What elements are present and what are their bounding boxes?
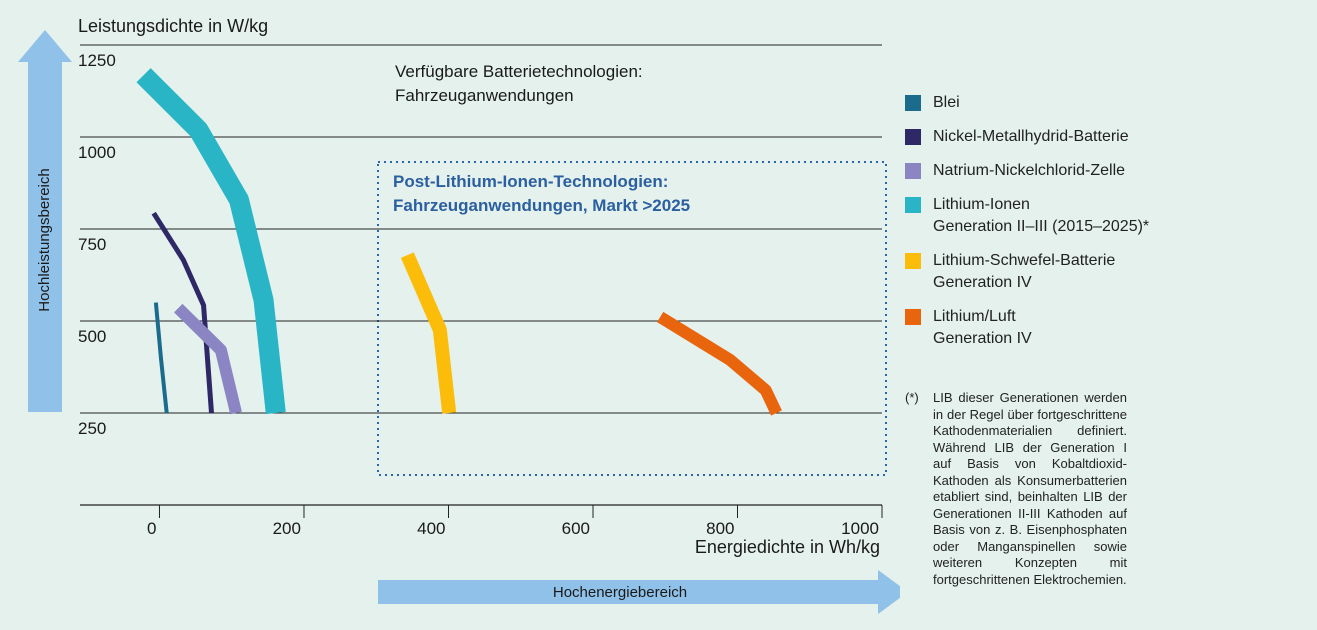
footnote-marker: (*) <box>905 390 919 405</box>
legend-label: Natrium-Nickelchlorid-Zelle <box>933 162 1126 179</box>
legend-label: Lithium/Luft Generation IV <box>933 308 1032 347</box>
legend-item: Nickel-Metallhydrid-Batterie <box>905 126 1305 148</box>
x-arrow-label: Hochenergiebereich <box>553 584 687 601</box>
legend-swatch <box>905 197 921 213</box>
y-tick-label: 1250 <box>78 51 116 70</box>
x-tick-label: 400 <box>417 519 445 538</box>
series-line <box>174 303 242 415</box>
annotation: Fahrzeuganwendungen <box>395 86 574 105</box>
y-tick-label: 750 <box>78 235 106 254</box>
x-tick-label: 200 <box>273 519 301 538</box>
legend-item: Blei <box>905 92 1305 114</box>
footnote-text: LIB dieser Generationen werden in der Re… <box>933 390 1127 587</box>
series-line <box>136 68 286 415</box>
legend-swatch <box>905 163 921 179</box>
x-tick-label: 1000 <box>841 519 879 538</box>
legend: Blei Nickel-Metallhydrid-Batterie Natrium-… <box>905 92 1305 362</box>
legend-swatch <box>905 253 921 269</box>
legend-label: Lithium-Schwefel-Batterie Generation IV <box>933 252 1116 291</box>
legend-label: Lithium-Ionen Generation II–III (2015–20… <box>933 196 1150 235</box>
series-line <box>153 302 169 414</box>
legend-label: Blei <box>933 94 960 111</box>
legend-swatch <box>905 95 921 111</box>
x-axis-label: Energiedichte in Wh/kg <box>695 537 880 557</box>
x-tick-label: 600 <box>562 519 590 538</box>
series-line <box>151 211 214 414</box>
legend-swatch <box>905 129 921 145</box>
y-axis-label: Leistungsdichte in W/kg <box>78 16 268 36</box>
legend-item: Lithium/Luft Generation IV <box>905 306 1305 350</box>
y-tick-label: 250 <box>78 419 106 438</box>
series-line <box>657 311 782 416</box>
footnote: (*) LIB dieser Generationen werden in de… <box>905 390 1127 588</box>
legend-label: Nickel-Metallhydrid-Batterie <box>933 128 1129 145</box>
region-box <box>377 161 887 476</box>
series-line <box>400 252 457 414</box>
x-tick-label: 0 <box>147 519 156 538</box>
legend-swatch <box>905 309 921 325</box>
region-label: Fahrzeuganwendungen, Markt >2025 <box>393 196 690 215</box>
chart: Hochleistungsbereich Hochenergiebereich … <box>18 16 900 614</box>
y-tick-label: 500 <box>78 327 106 346</box>
x-arrow <box>378 570 900 614</box>
x-tick-label: 800 <box>706 519 734 538</box>
legend-item: Lithium-Schwefel-Batterie Generation IV <box>905 250 1305 294</box>
y-arrow <box>18 30 72 412</box>
legend-item: Lithium-Ionen Generation II–III (2015–20… <box>905 194 1305 238</box>
annotation: Verfügbare Batterietechnologien: <box>395 62 643 81</box>
legend-item: Natrium-Nickelchlorid-Zelle <box>905 160 1305 182</box>
region-label: Post-Lithium-Ionen-Technologien: <box>393 172 668 191</box>
y-tick-label: 1000 <box>78 143 116 162</box>
y-arrow-label: Hochleistungsbereich <box>36 168 53 311</box>
